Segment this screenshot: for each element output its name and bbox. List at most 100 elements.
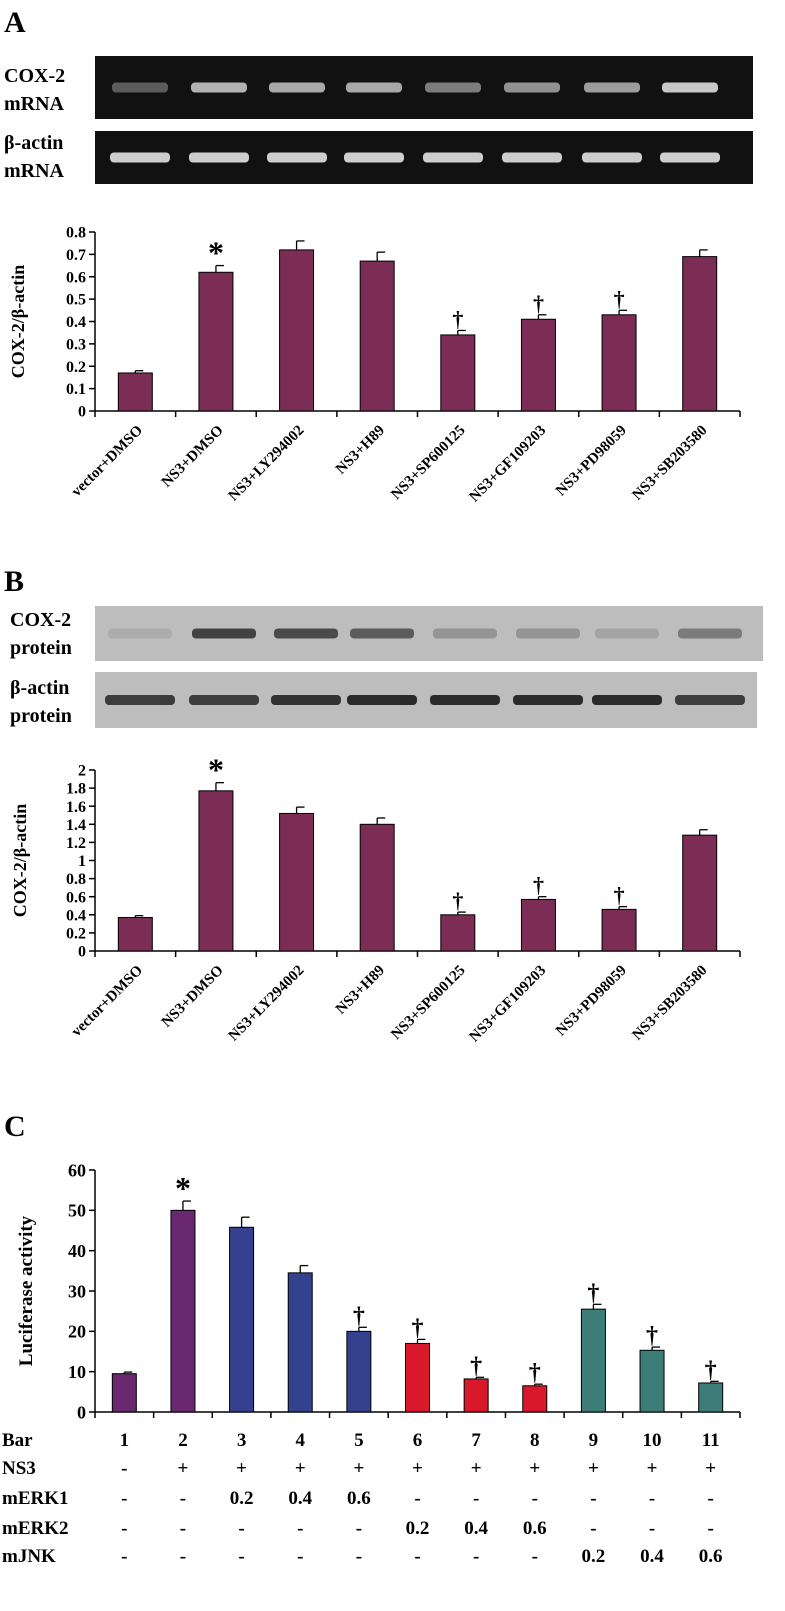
table-cell: - <box>297 1518 303 1539</box>
table-cell: 0.6 <box>523 1518 547 1539</box>
bar <box>287 1272 313 1413</box>
table-cell: - <box>297 1546 303 1567</box>
y-tick-label: 0.5 <box>66 292 86 309</box>
table-cell: - <box>121 1458 127 1479</box>
table-cell: + <box>353 1458 364 1479</box>
gel-actin-mrna <box>95 131 753 184</box>
y-tick-label: 0.7 <box>66 247 86 264</box>
gel-band <box>105 695 175 705</box>
gel-band <box>675 695 745 705</box>
gel-band <box>504 82 560 93</box>
table-row-label: mERK1 <box>2 1488 69 1509</box>
table-cell: 0.6 <box>347 1488 371 1509</box>
y-tick-label: 0.4 <box>66 907 86 924</box>
bar <box>601 908 637 952</box>
bar <box>359 823 395 952</box>
y-axis-label: COX-2/β-actin <box>10 804 30 917</box>
gel-band <box>346 82 402 93</box>
bar <box>463 1378 489 1413</box>
table-cell: 0.4 <box>288 1488 312 1509</box>
label-line: protein <box>10 705 72 727</box>
table-cell: - <box>590 1518 596 1539</box>
gel-band <box>660 152 720 163</box>
y-tick-label: 30 <box>68 1281 86 1301</box>
y-tick-label: 0.2 <box>66 359 86 376</box>
bar <box>111 1373 137 1413</box>
significance-marker: † <box>470 1353 482 1379</box>
gel-band <box>595 628 659 639</box>
gel-band <box>592 695 662 705</box>
table-cell: 11 <box>702 1430 720 1451</box>
significance-marker: † <box>614 883 625 908</box>
significance-marker: † <box>529 1360 541 1386</box>
table-cell: - <box>649 1518 655 1539</box>
table-cell: 2 <box>178 1430 188 1451</box>
bar <box>682 256 718 412</box>
label-line: COX-2 <box>4 65 66 87</box>
table-cell: - <box>473 1546 479 1567</box>
table-cell: 6 <box>413 1430 423 1451</box>
y-tick-label: 1.4 <box>66 817 86 834</box>
gel-band <box>267 152 327 163</box>
table-cell: 5 <box>354 1430 364 1451</box>
table-cell: 0.2 <box>230 1488 254 1509</box>
table-cell: - <box>356 1546 362 1567</box>
gel-band <box>192 628 256 639</box>
gel-band <box>274 628 338 639</box>
bar <box>682 834 718 952</box>
significance-marker: † <box>646 1323 658 1349</box>
significance-marker: † <box>412 1315 424 1341</box>
table-cell: - <box>180 1518 186 1539</box>
significance-marker: † <box>452 306 463 331</box>
bar <box>279 249 315 412</box>
gel-band <box>425 82 481 93</box>
table-cell: 8 <box>530 1430 540 1451</box>
label-line: mRNA <box>4 93 64 115</box>
table-cell: - <box>708 1488 714 1509</box>
label-line: mRNA <box>4 160 64 182</box>
significance-marker: † <box>353 1303 365 1329</box>
bar <box>170 1209 196 1413</box>
blot-actin-protein <box>95 672 757 728</box>
y-tick-label: 0.2 <box>66 926 86 943</box>
table-cell: - <box>121 1518 127 1539</box>
table-cell: - <box>708 1518 714 1539</box>
gel-band <box>189 695 259 705</box>
table-cell: 0.4 <box>464 1518 488 1539</box>
panel-a-gel-label-actin: β-actin mRNA <box>4 129 64 185</box>
y-tick-label: 0.3 <box>66 336 86 353</box>
y-tick-label: 1.8 <box>66 781 86 798</box>
table-cell: 0.4 <box>640 1546 664 1567</box>
gel-band <box>582 152 642 163</box>
label-line: protein <box>10 637 72 659</box>
table-cell: 7 <box>471 1430 481 1451</box>
table-cell: 3 <box>237 1430 247 1451</box>
table-cell: 9 <box>589 1430 599 1451</box>
y-axis-label: Luciferase activity <box>16 1215 37 1366</box>
panel-b-blot-label-cox2: COX-2 protein <box>10 606 72 662</box>
y-tick-label: 0.4 <box>66 314 86 331</box>
significance-marker: † <box>587 1280 599 1306</box>
bar <box>440 334 476 412</box>
table-cell: - <box>532 1488 538 1509</box>
blot-cox2-protein <box>95 606 763 661</box>
y-tick-label: 0 <box>78 404 86 421</box>
table-cell: - <box>532 1546 538 1567</box>
y-tick-label: 0 <box>77 1402 86 1422</box>
significance-marker: † <box>533 873 544 898</box>
bar <box>522 1385 548 1413</box>
table-cell: - <box>649 1488 655 1509</box>
panel-b-letter: B <box>4 565 25 598</box>
y-tick-label: 0.6 <box>66 889 86 906</box>
gel-band <box>678 628 742 639</box>
y-tick-label: 1.2 <box>66 835 86 852</box>
significance-marker: † <box>614 286 625 311</box>
y-tick-label: 40 <box>68 1241 86 1261</box>
y-tick-label: 0 <box>78 944 86 961</box>
label-line: β-actin <box>10 677 70 699</box>
table-cell: 0.6 <box>699 1546 723 1567</box>
table-cell: + <box>178 1458 189 1479</box>
